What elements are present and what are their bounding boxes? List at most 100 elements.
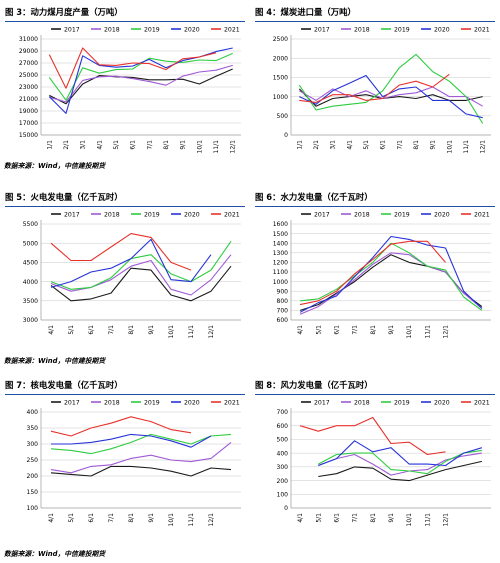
y-tick-label: 3000 [23, 317, 38, 324]
legend-label: 2020 [434, 27, 450, 34]
legend-label: 2018 [104, 400, 120, 407]
y-tick-label: 3500 [23, 298, 38, 305]
legend-label: 2017 [314, 27, 330, 34]
legend-label: 2021 [474, 212, 490, 219]
y-tick-label: 200 [27, 473, 39, 480]
legend-label: 2017 [64, 27, 80, 34]
line-chart: 2017 2018 2019 2020 2021 2500 2000 1500 1000 500 0… [273, 27, 491, 154]
y-tick-label: 21000 [19, 96, 38, 103]
x-tick-label: 4/1 [297, 513, 304, 523]
chart-legend: 2017 2018 2019 2020 2021 [301, 400, 490, 407]
y-tick-label: 19000 [19, 108, 38, 115]
y-tick-label: 300 [277, 464, 289, 471]
legend-label: 2018 [104, 212, 120, 219]
legend-label: 2019 [394, 27, 410, 34]
y-tick-label: 700 [277, 308, 289, 315]
chart-legend: 2017 2018 2019 2020 2021 [51, 27, 240, 34]
x-tick-label: 12/1 [208, 325, 215, 339]
legend-label: 2017 [314, 212, 330, 219]
x-tick-label: 11/1 [188, 513, 195, 527]
y-tick-label: 1200 [273, 260, 288, 267]
x-tick-label: 5/1 [315, 513, 322, 523]
line-chart: 2017 2018 2019 2020 2021 31000 29000 27000 25000… [19, 27, 241, 154]
chart-title: 图 8：风力发电量（亿千瓦时） [255, 378, 495, 395]
chart-panel: 图 8：风力发电量（亿千瓦时） 2017 2018 2019 2020 2021 700 60… [255, 378, 495, 563]
x-tick-label: 4/1 [297, 325, 304, 335]
series-line-2021 [50, 416, 192, 437]
legend-label: 2021 [224, 212, 240, 219]
legend-label: 2018 [354, 400, 370, 407]
legend-label: 2021 [474, 27, 490, 34]
x-tick-label: 9/1 [148, 325, 155, 335]
legend-label: 2021 [474, 400, 490, 407]
x-tick-label: 6/1 [380, 140, 387, 150]
y-tick-label: 4500 [23, 260, 38, 267]
series-line-2018 [50, 254, 232, 296]
line-chart: 2017 2018 2019 2020 2021 400 350 300 250 200 150 10… [27, 400, 241, 527]
series-line-2018 [318, 452, 482, 476]
x-tick-label: 4/1 [346, 140, 353, 150]
x-tick-label: 10/1 [406, 513, 413, 527]
x-tick-label: 10/1 [196, 140, 203, 154]
y-tick-label: 800 [277, 298, 289, 305]
series-line-2021 [48, 47, 217, 89]
series-line-2018 [299, 86, 483, 107]
legend-label: 2019 [144, 27, 160, 34]
chart-panel: 图 3：动力煤月度产量（万吨） 2017 2018 2019 2020 2021 31000… [5, 5, 245, 190]
legend-label: 2019 [144, 400, 160, 407]
x-tick-label: 1/1 [46, 140, 53, 150]
y-tick-label: 1500 [273, 75, 288, 82]
legend-label: 2020 [184, 212, 200, 219]
series-line-2020 [51, 433, 212, 448]
series-line-2017 [318, 460, 483, 482]
y-tick-label: 200 [277, 478, 289, 485]
y-tick-label: 1000 [273, 279, 288, 286]
x-tick-label: 4/1 [48, 513, 55, 523]
x-tick-label: 2/1 [63, 140, 70, 150]
series-line-2019 [300, 242, 483, 311]
series-line-2020 [50, 238, 212, 288]
y-tick-label: 15000 [19, 132, 38, 139]
legend-label: 2018 [104, 27, 120, 34]
series-line-2018 [49, 64, 233, 103]
legend-label: 2019 [394, 400, 410, 407]
legend-label: 2019 [394, 212, 410, 219]
x-tick-label: 12/1 [443, 513, 450, 527]
x-tick-label: 9/1 [180, 140, 187, 150]
x-tick-label: 11/1 [463, 140, 470, 154]
chart-title: 图 7：核电发电量（亿千瓦时） [5, 378, 245, 395]
legend-label: 2021 [224, 27, 240, 34]
x-tick-label: 7/1 [396, 140, 403, 150]
series-line-2018 [50, 441, 232, 474]
chart-title: 图 5：火电发电量（亿千瓦时） [5, 190, 245, 207]
series-line-2021 [50, 233, 192, 271]
x-tick-label: 6/1 [333, 325, 340, 335]
chart-panel: 图 4：煤炭进口量（万吨） 2017 2018 2019 2020 2021 2500 200… [255, 5, 495, 190]
y-tick-label: 700 [277, 409, 289, 416]
y-tick-label: 400 [277, 450, 289, 457]
y-tick-label: 600 [277, 423, 289, 430]
chart-legend: 2017 2018 2019 2020 2021 [301, 212, 490, 219]
x-tick-label: 7/1 [352, 325, 359, 335]
x-tick-label: 8/1 [370, 325, 377, 335]
series-line-2017 [50, 265, 232, 302]
series-line-2021 [299, 416, 446, 456]
x-tick-label: 8/1 [128, 325, 135, 335]
legend-label: 2020 [184, 27, 200, 34]
chart-panel: 图 6：水力发电量（亿千瓦时） 2017 2018 2019 2020 2021 1600 1… [255, 190, 495, 375]
y-tick-label: 300 [27, 441, 39, 448]
y-tick-label: 500 [277, 437, 289, 444]
x-tick-label: 10/1 [446, 140, 453, 154]
y-tick-label: 400 [27, 409, 39, 416]
y-tick-label: 2500 [273, 36, 288, 43]
series-line-2020 [318, 440, 483, 467]
legend-label: 2019 [144, 212, 160, 219]
x-tick-label: 7/1 [352, 513, 359, 523]
x-tick-label: 8/1 [163, 140, 170, 150]
y-tick-label: 500 [277, 113, 289, 120]
legend-label: 2020 [434, 400, 450, 407]
x-tick-label: 5/1 [113, 140, 120, 150]
chart-legend: 2017 2018 2019 2020 2021 [301, 27, 490, 34]
series-line-2020 [299, 74, 483, 119]
y-tick-label: 100 [27, 505, 39, 512]
